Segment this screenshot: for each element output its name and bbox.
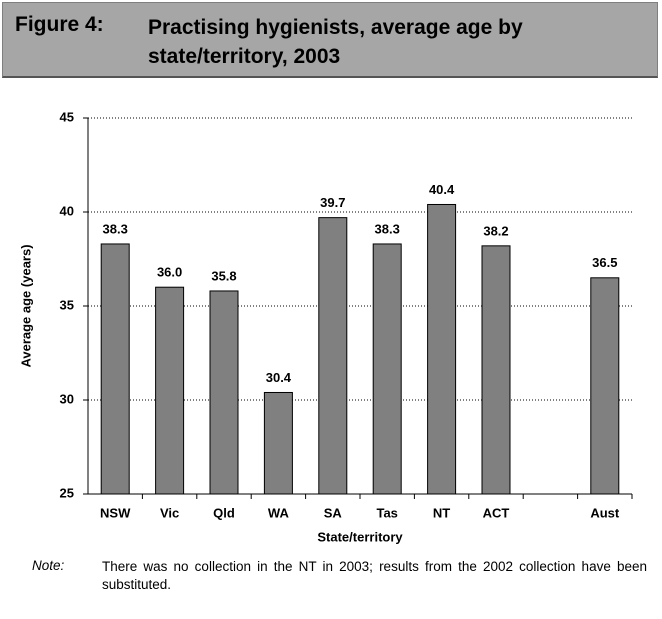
x-tick-label: Aust (590, 505, 620, 520)
y-axis-title: Average age (years) (18, 244, 33, 367)
y-tick-label: 45 (60, 109, 74, 124)
x-tick-label: ACT (483, 505, 510, 520)
data-label: 38.3 (375, 221, 400, 236)
bar (318, 217, 348, 495)
bar (372, 243, 402, 495)
bar (209, 290, 239, 495)
x-tick-label: SA (324, 505, 343, 520)
y-tick-label: 35 (60, 297, 74, 312)
data-label: 40.4 (429, 182, 455, 197)
chart: 25 30 35 40 45 NSW 38.3 Vic 36.0 Qld 35.8 WA 30.4 SA 3… (18, 109, 633, 544)
data-label: 30.4 (266, 370, 292, 385)
x-tick-label: WA (268, 505, 290, 520)
note: There was no collection in the NT in 200… (102, 559, 647, 592)
x-tick-label: Tas (376, 505, 397, 520)
data-label: 36.0 (157, 265, 182, 280)
y-tick-label: 30 (60, 391, 74, 406)
y-tick-label: 25 (60, 485, 74, 500)
x-axis-title: State/territory (317, 529, 403, 544)
x-tick-label: NSW (100, 505, 131, 520)
title-box: Figure 4: Practising hygienists, average… (2, 2, 658, 78)
bar (100, 243, 130, 495)
data-label: 36.5 (592, 255, 617, 270)
data-label: 35.8 (211, 268, 236, 283)
data-label: 39.7 (320, 195, 345, 210)
figure-label: Figure 4: (15, 13, 104, 36)
note-label: Note: (32, 558, 65, 573)
bar (427, 203, 457, 495)
y-tick-label: 40 (60, 203, 74, 218)
bar (590, 277, 620, 495)
x-tick-label: Vic (160, 505, 179, 520)
chart-title: Practising hygienists, average age by st… (148, 16, 523, 68)
data-label: 38.2 (483, 223, 508, 238)
bar (263, 391, 293, 495)
x-tick-label: NT (433, 505, 450, 520)
x-tick-label: Qld (213, 505, 235, 520)
bar (155, 286, 185, 495)
data-label: 38.3 (103, 221, 128, 236)
bar (481, 245, 511, 495)
